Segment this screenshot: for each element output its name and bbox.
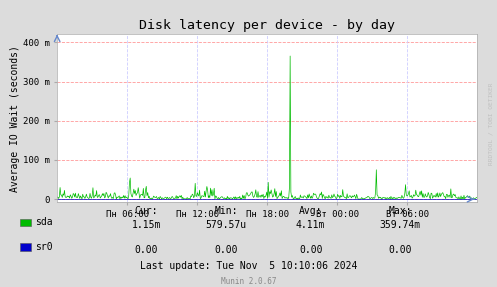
Text: Max:: Max: (388, 206, 412, 216)
Text: RRDTOOL / TOBI OETIKER: RRDTOOL / TOBI OETIKER (488, 82, 493, 165)
Text: Munin 2.0.67: Munin 2.0.67 (221, 277, 276, 286)
Text: 359.74m: 359.74m (380, 220, 420, 230)
Title: Disk latency per device - by day: Disk latency per device - by day (139, 19, 395, 32)
Bar (20, 219, 31, 226)
Y-axis label: Average IO Wait (seconds): Average IO Wait (seconds) (10, 45, 20, 192)
Text: Avg:: Avg: (299, 206, 323, 216)
Bar (20, 243, 31, 251)
Text: 579.57u: 579.57u (206, 220, 247, 230)
Text: 0.00: 0.00 (214, 245, 238, 255)
Text: 4.11m: 4.11m (296, 220, 326, 230)
Text: sda: sda (35, 218, 52, 227)
Text: 0.00: 0.00 (299, 245, 323, 255)
Text: Cur:: Cur: (135, 206, 159, 216)
Text: Last update: Tue Nov  5 10:10:06 2024: Last update: Tue Nov 5 10:10:06 2024 (140, 261, 357, 271)
Text: 0.00: 0.00 (135, 245, 159, 255)
Text: Min:: Min: (214, 206, 238, 216)
Text: 0.00: 0.00 (388, 245, 412, 255)
Text: sr0: sr0 (35, 242, 52, 252)
Text: 1.15m: 1.15m (132, 220, 162, 230)
